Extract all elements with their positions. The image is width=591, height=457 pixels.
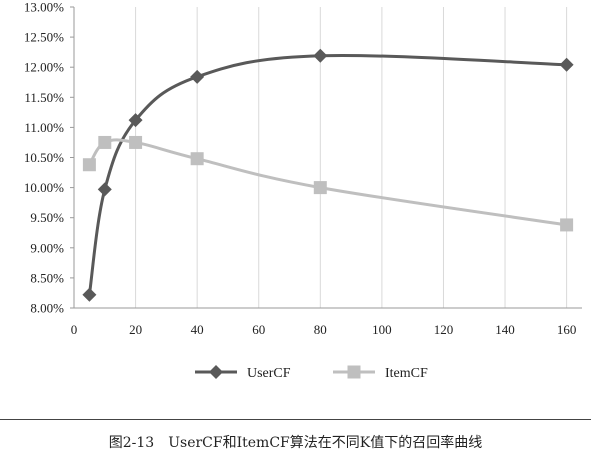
x-tick-label: 20 — [129, 322, 142, 337]
axes — [70, 6, 582, 309]
y-tick-label: 12.50% — [24, 30, 64, 45]
y-tick-label: 12.00% — [24, 60, 64, 75]
y-tick-label: 9.50% — [30, 210, 64, 225]
legend-label: ItemCF — [385, 366, 428, 381]
y-tick-label: 8.50% — [30, 270, 64, 285]
data-point — [313, 181, 327, 195]
legend-item-itemcf: ItemCF — [333, 365, 428, 381]
caption-divider — [0, 419, 591, 420]
legend-swatch-marker — [347, 365, 361, 379]
x-tick-label: 80 — [314, 322, 327, 337]
legend-item-usercf: UserCF — [195, 365, 291, 381]
series-line — [87, 53, 567, 295]
series-itemcf — [82, 135, 574, 232]
y-tick-label: 13.00% — [24, 0, 64, 15]
figure-caption: 图2-13 UserCF和ItemCF算法在不同K值下的召回率曲线 — [108, 435, 483, 451]
y-tick-label: 10.50% — [24, 150, 64, 165]
x-tick-label: 0 — [71, 322, 78, 337]
data-point — [82, 287, 97, 302]
data-point — [97, 182, 112, 197]
data-point — [190, 152, 204, 166]
legend: UserCF ItemCF — [195, 365, 428, 381]
x-tick-label: 140 — [495, 322, 515, 337]
y-tick-label: 11.50% — [24, 90, 64, 105]
recall-chart: 8.00% 8.50% 9.00% 9.50% 10.00% 10.50% 11.00% 11… — [24, 0, 582, 381]
x-tick-label: 100 — [372, 322, 392, 337]
x-tick-label: 120 — [434, 322, 454, 337]
data-point — [560, 218, 574, 232]
data-point — [82, 158, 96, 172]
x-tick-label: 60 — [252, 322, 265, 337]
y-tick-label: 11.00% — [24, 120, 64, 135]
x-tick-label: 40 — [191, 322, 204, 337]
series-line — [88, 138, 567, 227]
y-tick-label: 9.00% — [30, 240, 64, 255]
data-point — [313, 48, 328, 63]
legend-label: UserCF — [247, 366, 291, 381]
y-tick-label: 10.00% — [24, 180, 64, 195]
data-point — [129, 135, 143, 149]
legend-swatch-marker — [209, 365, 223, 379]
data-point — [559, 57, 574, 72]
tick-labels: 8.00% 8.50% 9.00% 9.50% 10.00% 10.50% 11.00% 11… — [24, 0, 576, 337]
x-tick-label: 160 — [557, 322, 577, 337]
data-point — [98, 135, 112, 149]
data-point — [128, 113, 143, 128]
series-layer — [82, 48, 574, 302]
y-tick-label: 8.00% — [30, 301, 64, 316]
series-usercf — [82, 48, 574, 302]
data-point — [190, 69, 205, 84]
